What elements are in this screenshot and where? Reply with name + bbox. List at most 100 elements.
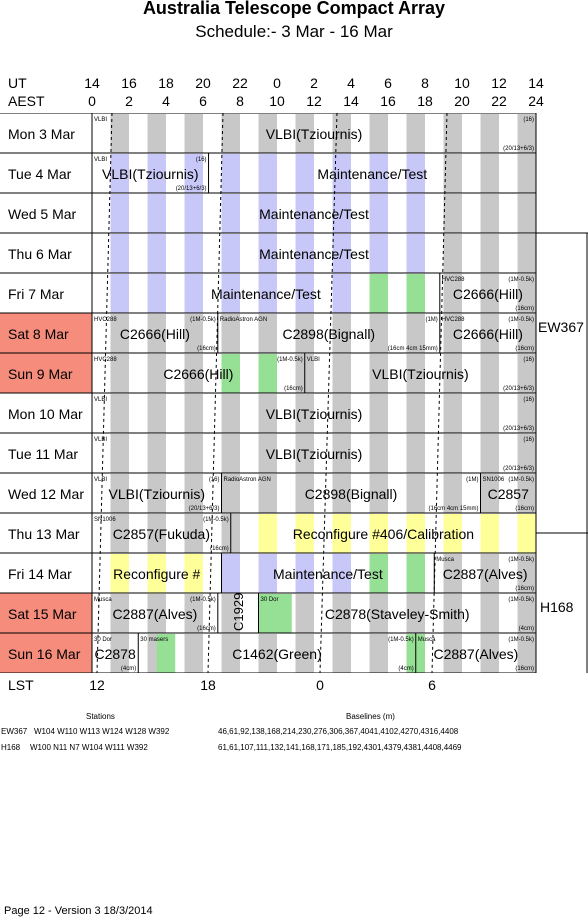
time-band (480, 554, 499, 593)
block-name: Maintenance/Test (211, 286, 321, 302)
time-band (184, 114, 203, 153)
time-band (332, 314, 351, 353)
time-band (184, 594, 203, 633)
aest-tick: 12 (306, 93, 322, 109)
lst-tick: 12 (89, 677, 105, 693)
time-band (332, 634, 351, 673)
block-band: (20/13+6/3) (176, 186, 207, 192)
time-band (369, 154, 388, 193)
time-band (480, 434, 499, 473)
time-band (517, 194, 536, 233)
time-band (221, 474, 240, 513)
ew367-baselines: 46,61,92,138,168,214,230,276,306,367,404… (218, 727, 459, 736)
block-band: (16cm) (210, 546, 229, 552)
time-band (480, 234, 499, 273)
time-band (184, 274, 203, 313)
green-band (258, 594, 277, 633)
time-band (295, 274, 314, 313)
time-band (221, 154, 240, 193)
page-title: Australia Telescope Compact Array (142, 0, 446, 18)
time-band (221, 314, 240, 353)
time-band (110, 554, 129, 593)
block-band: (20/13+6/3) (503, 426, 534, 432)
time-band (110, 634, 129, 673)
weekend-cell (0, 593, 92, 633)
time-band (110, 474, 129, 513)
day-label: Thu 6 Mar (8, 246, 72, 262)
ut-tick: 18 (158, 75, 174, 91)
day-label: Mon 3 Mar (8, 126, 75, 142)
block-source: Musca (436, 557, 454, 563)
block-band: (16cm) (197, 626, 216, 632)
time-band (147, 354, 166, 393)
aest-tick: 16 (380, 93, 396, 109)
time-band (406, 594, 425, 633)
aest-tick: 20 (454, 93, 470, 109)
time-band (147, 234, 166, 273)
time-band (443, 154, 462, 193)
aest-tick: 22 (491, 93, 507, 109)
time-band (406, 314, 425, 353)
time-band (443, 594, 462, 633)
block-name: C2887(Alves) (112, 606, 197, 622)
green-band (221, 354, 240, 393)
time-band (110, 354, 129, 393)
time-band (184, 354, 203, 393)
page-subtitle: Schedule:- 3 Mar - 16 Mar (195, 22, 393, 41)
lst-tick: 6 (428, 677, 436, 693)
block-name: C1929 (231, 593, 246, 631)
time-band (295, 474, 314, 513)
time-band (517, 314, 536, 353)
block-name: Maintenance/Test (259, 246, 369, 262)
config-h168: H168 (540, 599, 574, 615)
time-band (480, 194, 499, 233)
time-band (369, 114, 388, 153)
time-band (406, 114, 425, 153)
block-config: (1M-0.5k) (203, 517, 229, 523)
ut-tick: 0 (273, 75, 281, 91)
time-band (295, 234, 314, 273)
block-band: (16cm) (515, 346, 534, 352)
time-band (221, 194, 240, 233)
time-band (480, 154, 499, 193)
aest-tick: 10 (269, 93, 285, 109)
block-name: Maintenance/Test (273, 566, 383, 582)
baselines-heading: Baselines (m) (346, 712, 395, 721)
day-label: Wed 5 Mar (8, 206, 77, 222)
time-band (369, 354, 388, 393)
ut-tick: 6 (384, 75, 392, 91)
time-band (517, 634, 536, 673)
block-name: VLBI(Tziournis) (372, 366, 468, 382)
time-band (221, 274, 240, 313)
time-band (480, 314, 499, 353)
time-band (369, 234, 388, 273)
block-source: 30 masers (140, 637, 168, 643)
block-config: (16) (523, 437, 534, 443)
aest-tick: 24 (528, 93, 544, 109)
time-band (258, 194, 277, 233)
time-band (443, 234, 462, 273)
time-band (258, 154, 277, 193)
time-band (110, 594, 129, 633)
time-band (295, 154, 314, 193)
day-label: Sat 15 Mar (8, 606, 77, 622)
time-band (517, 394, 536, 433)
green-band (156, 634, 176, 673)
time-band (517, 434, 536, 473)
ut-tick: 14 (84, 75, 100, 91)
day-label: Sat 8 Mar (8, 326, 69, 342)
h168-config: H168 (1, 743, 21, 752)
time-band (295, 394, 314, 433)
block-source: VLBI (94, 117, 107, 123)
time-band (295, 114, 314, 153)
day-label: Thu 13 Mar (8, 526, 80, 542)
block-band: (4cm) (398, 666, 413, 672)
day-label: Tue 4 Mar (8, 166, 72, 182)
time-band (258, 474, 277, 513)
block-band: (20/13+6/3) (503, 466, 534, 472)
time-band (443, 554, 462, 593)
block-name: VLBI(Tziournis) (266, 446, 362, 462)
block-config: (1M-0.5k) (508, 477, 534, 483)
day-label: Tue 11 Mar (8, 446, 78, 462)
time-band (517, 474, 536, 513)
